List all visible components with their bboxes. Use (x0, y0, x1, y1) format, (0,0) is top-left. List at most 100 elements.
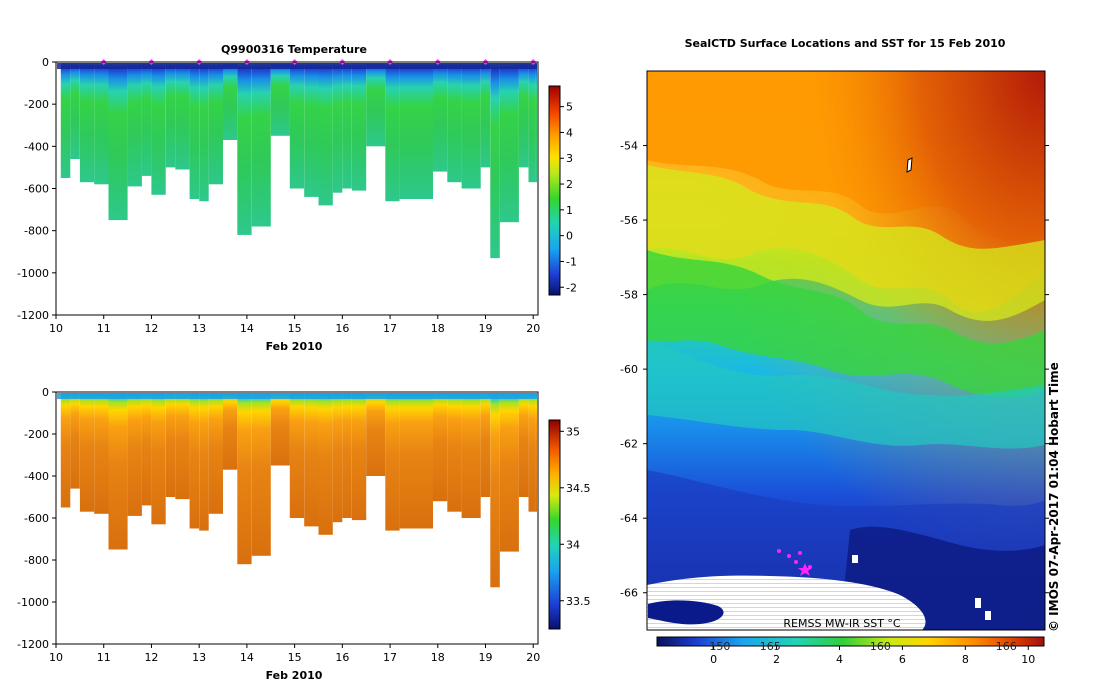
salinity-colorbar-label: 34.5 (566, 482, 591, 495)
salinity-y-tick-label: -200 (24, 428, 49, 441)
salinity-x-tick-label: 10 (49, 651, 63, 664)
salinity-x-tick-label: 12 (144, 651, 158, 664)
salinity-profile-column (342, 393, 352, 518)
salinity-x-tick-label: 16 (335, 651, 349, 664)
temperature-profile-column (480, 63, 491, 168)
salinity-profile-column (332, 393, 343, 523)
temperature-x-tick-label: 13 (192, 322, 206, 335)
temperature-profile-column (385, 63, 400, 202)
temperature-profile-column (60, 63, 71, 178)
salinity-colorbar-ticks: 35 34.5 34 33.5 (560, 425, 591, 608)
temperature-profile-column (165, 63, 176, 168)
temperature-colorbar-label: 2 (566, 178, 573, 191)
temperature-x-tick-label: 18 (431, 322, 445, 335)
salinity-x-axis: 10 11 12 13 14 15 16 17 18 19 20 (49, 644, 540, 664)
seal-location-marker (787, 554, 791, 558)
sst-map-latitude-axis: -54 -56 -58 -60 -62 -64 -66 (620, 140, 1049, 600)
temperature-profile-column (79, 63, 95, 183)
temperature-profile-column (518, 63, 529, 168)
salinity-x-tick-label: 11 (97, 651, 111, 664)
latitude-tick-label: -58 (620, 289, 638, 302)
seal-ctd-locations (777, 549, 812, 576)
sst-colorbar-label: 6 (899, 653, 906, 666)
temperature-profile-column (251, 63, 271, 227)
temperature-colorbar-label: 1 (566, 204, 573, 217)
sst-colorbar-secondary-label: 166 (996, 640, 1017, 653)
temperature-colorbar-label: 3 (566, 152, 573, 165)
sst-colorbar-secondary-label: 150 (709, 640, 730, 653)
salinity-profile-columns (57, 393, 537, 588)
temperature-profile-column (208, 63, 223, 185)
temperature-colorbar-ticks: 5 4 3 2 1 0 -1 -2 (560, 101, 577, 294)
sst-colorbar-secondary-label: 165 (760, 640, 781, 653)
salinity-profile-column (208, 393, 223, 514)
sst-colorbar-secondary-label: 160 (870, 640, 891, 653)
temperature-profile-column (535, 63, 537, 183)
salinity-y-tick-label: -800 (24, 554, 49, 567)
temperature-profile-column (433, 63, 448, 172)
salinity-profile-column (433, 393, 448, 502)
salinity-profile-column (490, 393, 500, 588)
temperature-x-tick-label: 19 (479, 322, 493, 335)
salinity-profile-column (189, 393, 200, 529)
temperature-profile-column (70, 63, 80, 159)
temperature-colorbar (548, 85, 561, 296)
salinity-profile-column (79, 393, 95, 512)
salinity-profile-column (251, 393, 271, 556)
sst-colorbar-label: 10 (1021, 653, 1035, 666)
sst-map-frame (646, 70, 1046, 631)
temperature-profile-column (342, 63, 352, 189)
temperature-profile-column (108, 63, 128, 221)
salinity-profile-column (318, 393, 333, 535)
salinity-profile-column (108, 393, 128, 550)
current-location-marker (798, 563, 812, 576)
sst-colorbar (656, 636, 1045, 647)
salinity-profile-column (366, 393, 386, 476)
temperature-x-tick-label: 12 (144, 322, 158, 335)
salinity-profile-column (60, 393, 71, 508)
salinity-colorbar-label: 33.5 (566, 595, 591, 608)
salinity-x-tick-label: 20 (526, 651, 540, 664)
salinity-y-tick-label: -1200 (17, 638, 49, 651)
temperature-colorbar-label: 0 (566, 230, 573, 243)
temperature-profile-column (127, 63, 142, 187)
imos-credit: © IMOS 07-Apr-2017 01:04 Hobart Time (1047, 362, 1061, 632)
temperature-y-axis: 0 -200 -400 -600 -800 -1000 -1200 (17, 56, 56, 322)
salinity-x-tick-label: 15 (288, 651, 302, 664)
temperature-y-tick-label: -400 (24, 140, 49, 153)
temperature-x-axis: 10 11 12 13 14 15 16 17 18 19 20 (49, 315, 540, 335)
sst-colorbar-label: 2 (773, 653, 780, 666)
salinity-colorbar (548, 419, 561, 630)
temperature-x-tick-label: 17 (383, 322, 397, 335)
salinity-x-tick-label: 17 (383, 651, 397, 664)
salinity-x-tick-label: 13 (192, 651, 206, 664)
seal-location-marker (794, 560, 798, 564)
sst-colorbar-label: 0 (710, 653, 717, 666)
temperature-profile-column (499, 63, 519, 223)
temperature-x-tick-label: 16 (335, 322, 349, 335)
temperature-x-tick-label: 10 (49, 322, 63, 335)
salinity-x-label: Feb 2010 (266, 669, 323, 682)
temperature-y-tick-label: -600 (24, 183, 49, 196)
salinity-profile-column (399, 393, 433, 529)
salinity-profile-column (385, 393, 400, 531)
salinity-y-tick-label: -1000 (17, 596, 49, 609)
salinity-y-tick-label: -400 (24, 470, 49, 483)
temperature-chart-title: Q9900316 Temperature (221, 43, 367, 56)
seal-location-marker (798, 551, 802, 555)
temperature-profile-column (332, 63, 343, 193)
temperature-x-label: Feb 2010 (266, 340, 323, 353)
temperature-profile-column (289, 63, 305, 189)
temperature-profile-column (304, 63, 319, 197)
latitude-tick-label: -66 (620, 587, 638, 600)
temperature-colorbar-label: -2 (566, 281, 577, 294)
salinity-colorbar-label: 35 (566, 425, 580, 438)
salinity-section-chart: 0 -200 -400 -600 -800 -1000 -1200 10 11 12 13 14 15… (17, 386, 590, 682)
salinity-profile-column (94, 393, 109, 514)
salinity-profile-column (165, 393, 176, 497)
temperature-profile-column (141, 63, 152, 176)
seal-location-marker (777, 549, 781, 553)
salinity-colorbar-label: 34 (566, 538, 580, 551)
salinity-profile-column (351, 393, 367, 521)
